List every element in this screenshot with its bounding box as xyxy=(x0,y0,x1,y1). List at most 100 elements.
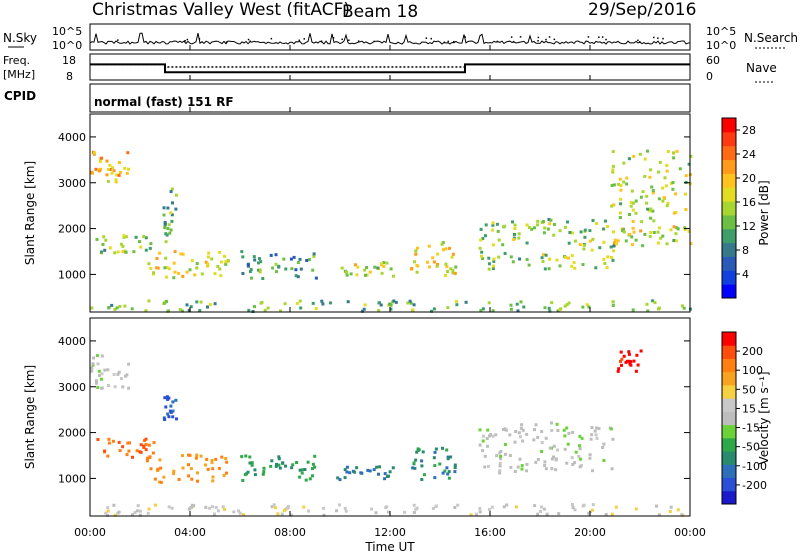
data-cell xyxy=(517,236,521,240)
data-cell xyxy=(322,513,326,517)
data-cell xyxy=(370,507,374,511)
data-cell xyxy=(495,454,499,458)
data-cell xyxy=(565,303,569,307)
data-cell xyxy=(124,235,128,239)
data-cell xyxy=(487,267,491,271)
data-cell xyxy=(672,211,676,215)
colorbar-tick-label: 12 xyxy=(742,220,756,233)
colorbar-segment xyxy=(722,242,736,257)
data-cell xyxy=(92,152,96,156)
data-cell xyxy=(590,433,594,437)
data-cell xyxy=(174,207,178,211)
data-cell xyxy=(374,511,378,515)
data-cell xyxy=(516,465,520,469)
data-cell xyxy=(169,404,173,408)
data-cell xyxy=(99,167,103,171)
data-cell xyxy=(214,505,218,509)
data-cell xyxy=(491,267,495,270)
data-cell xyxy=(391,466,395,470)
data-cell xyxy=(674,239,678,243)
data-cell xyxy=(147,299,151,303)
colorbar-segment xyxy=(722,424,736,439)
data-cell xyxy=(539,509,542,513)
data-cell xyxy=(643,233,647,236)
data-cell xyxy=(534,423,538,427)
data-cell xyxy=(380,271,384,275)
data-cell xyxy=(389,267,393,271)
data-cell xyxy=(646,149,649,153)
data-cell xyxy=(483,465,487,469)
data-cell xyxy=(277,264,281,268)
data-cell xyxy=(503,224,507,228)
data-cell xyxy=(112,372,116,376)
data-cell xyxy=(107,384,110,387)
data-cell xyxy=(665,169,669,173)
data-cell xyxy=(377,301,381,305)
data-cell xyxy=(412,461,416,465)
velocity-ylabel: Slant Range [km] xyxy=(23,365,37,469)
data-cell xyxy=(616,239,620,243)
power-colorbar-label: Power [dB] xyxy=(757,180,771,245)
data-cell xyxy=(382,264,386,268)
data-cell xyxy=(108,246,112,250)
data-cell xyxy=(151,451,155,455)
data-cell xyxy=(348,471,352,475)
data-cell xyxy=(671,181,675,184)
data-cell xyxy=(368,270,372,274)
data-cell xyxy=(582,247,586,251)
data-cell xyxy=(105,173,109,177)
data-cell xyxy=(98,374,101,377)
data-cell xyxy=(574,450,578,454)
data-cell xyxy=(113,513,117,517)
data-cell xyxy=(169,211,173,215)
data-cell xyxy=(199,300,203,304)
data-cell xyxy=(180,309,184,313)
data-cell xyxy=(110,303,114,307)
data-cell xyxy=(196,479,199,483)
data-cell xyxy=(244,454,248,458)
data-cell xyxy=(448,246,451,250)
data-cell xyxy=(486,464,490,468)
colorbar-tick-label: 100 xyxy=(742,364,763,377)
data-cell xyxy=(638,152,642,156)
data-cell xyxy=(100,156,104,160)
data-cell xyxy=(613,238,617,242)
data-cell xyxy=(455,299,458,303)
data-cell xyxy=(634,369,638,373)
data-cell xyxy=(491,223,495,227)
data-cell xyxy=(277,463,281,467)
data-cell xyxy=(389,303,393,307)
data-cell xyxy=(162,206,166,210)
data-cell xyxy=(641,244,645,248)
colorbar-segment xyxy=(722,477,736,492)
data-cell xyxy=(107,437,111,441)
data-cell xyxy=(427,265,431,269)
data-cell xyxy=(294,274,298,278)
data-cell xyxy=(634,211,638,215)
data-cell xyxy=(536,435,540,439)
data-cell xyxy=(206,255,210,259)
data-cell xyxy=(434,447,438,451)
data-cell xyxy=(311,301,315,305)
data-cell xyxy=(451,271,455,275)
data-cell xyxy=(543,464,547,467)
data-cell xyxy=(295,461,299,464)
data-cell xyxy=(208,303,212,307)
data-cell xyxy=(671,187,675,191)
nsearch-point xyxy=(598,36,600,38)
data-cell xyxy=(602,227,606,231)
data-cell xyxy=(573,508,577,512)
data-cell xyxy=(469,513,473,517)
data-cell xyxy=(552,444,556,448)
data-cell xyxy=(628,213,631,216)
data-cell xyxy=(602,442,606,446)
data-cell xyxy=(658,160,662,164)
data-cell xyxy=(125,453,129,457)
data-cell xyxy=(194,456,198,460)
data-cell xyxy=(253,468,257,472)
data-cell xyxy=(591,237,595,241)
data-cell xyxy=(669,228,673,232)
data-cell xyxy=(411,466,415,470)
data-cell xyxy=(497,255,501,259)
data-cell xyxy=(573,266,577,270)
